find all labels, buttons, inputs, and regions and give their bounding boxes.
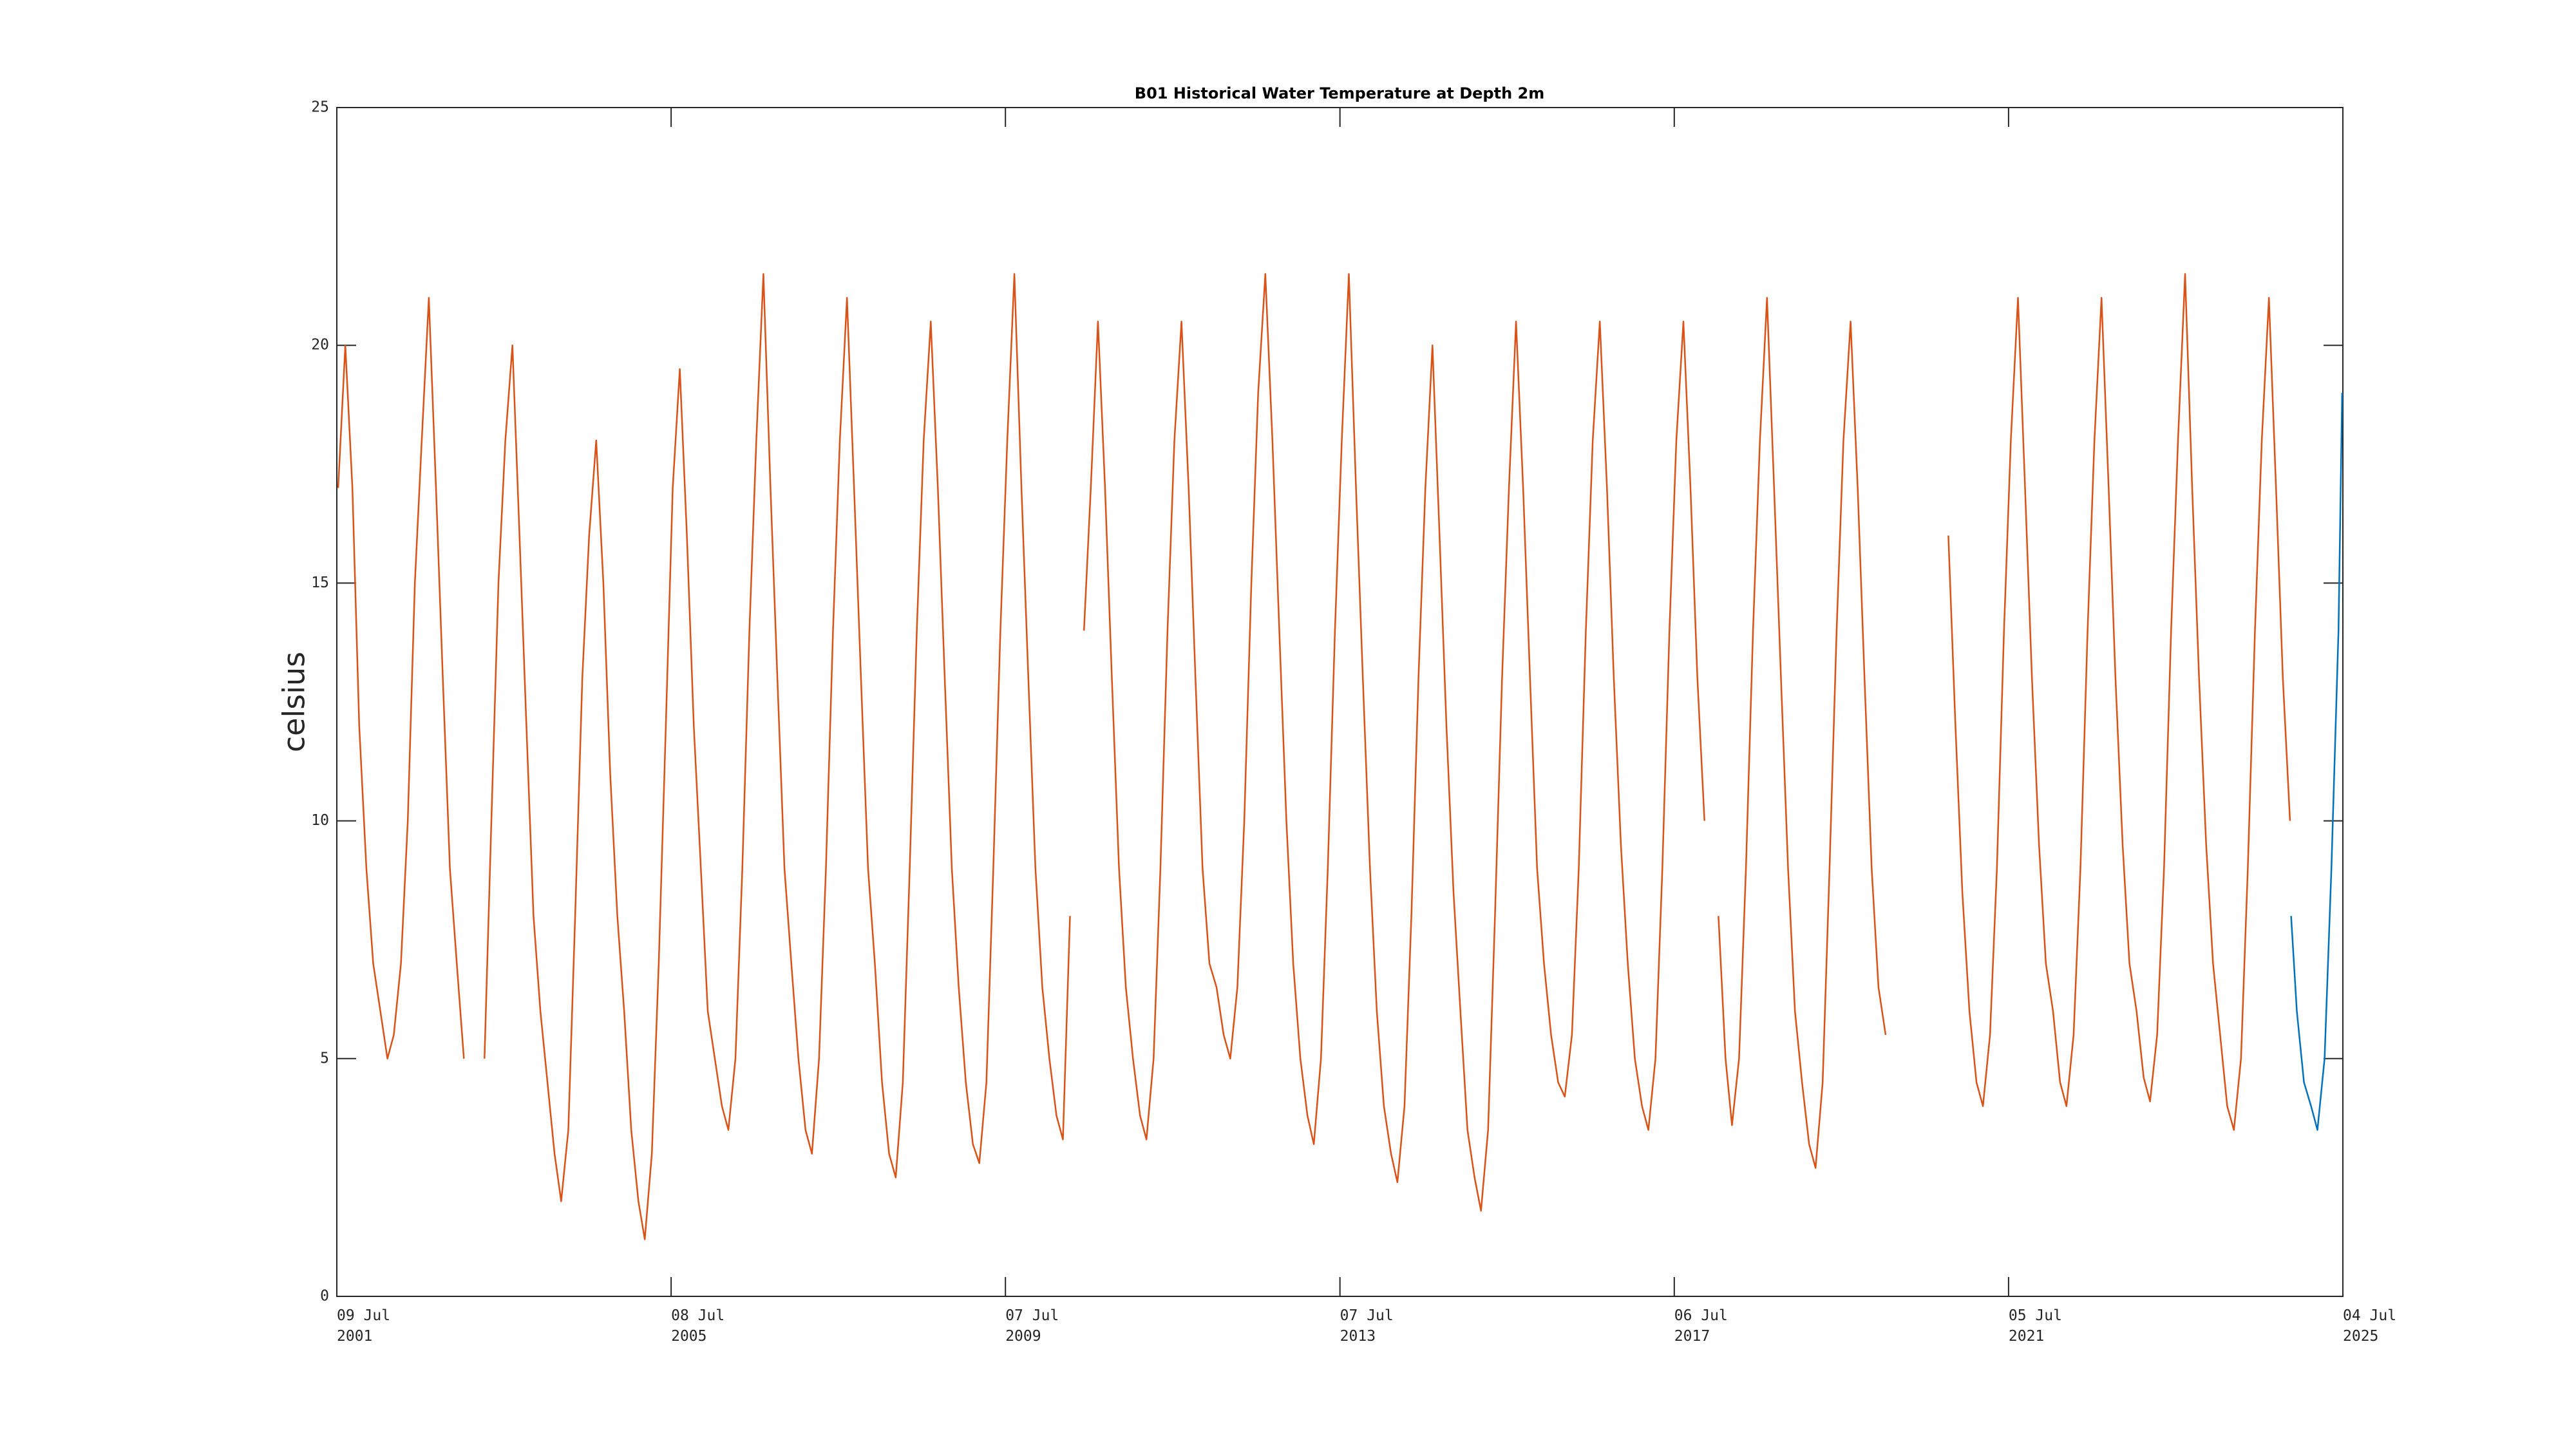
x-tick-label-line: 2013 [1340, 1328, 1376, 1345]
y-tick-label: 0 [320, 1288, 329, 1305]
x-tick-label-line: 2009 [1005, 1328, 1041, 1345]
x-tick-label-line: 06 Jul [1674, 1307, 1728, 1324]
x-tick-label-line: 09 Jul [337, 1307, 390, 1324]
chart-title: B01 Historical Water Temperature at Dept… [1135, 84, 1544, 102]
x-tick-label-line: 04 Jul [2343, 1307, 2396, 1324]
x-tick-label-line: 07 Jul [1340, 1307, 1394, 1324]
y-axis-label: celsius [277, 652, 312, 752]
x-tick-label-line: 07 Jul [1005, 1307, 1059, 1324]
x-tick-label-line: 05 Jul [2009, 1307, 2062, 1324]
x-tick-label: 04 Jul 2025 [2343, 1307, 2396, 1345]
x-tick-label: 06 Jul 2017 [1674, 1307, 1728, 1345]
x-tick-label-line: 2005 [671, 1328, 706, 1345]
x-tick-label-line: 2017 [1674, 1328, 1710, 1345]
x-tick-label-line: 2021 [2009, 1328, 2044, 1345]
y-tick-label: 5 [320, 1050, 329, 1066]
y-tick-label: 10 [311, 812, 329, 829]
x-tick-label: 09 Jul 2001 [337, 1307, 390, 1345]
x-tick-label: 07 Jul 2013 [1340, 1307, 1394, 1345]
x-tick-label-line: 2001 [337, 1328, 372, 1345]
x-tick-label: 07 Jul 2009 [1005, 1307, 1059, 1345]
x-tick-label-line: 08 Jul [671, 1307, 724, 1324]
data-line [2290, 392, 2344, 1131]
x-tick-label-line: 2025 [2343, 1328, 2378, 1345]
y-tick-label: 25 [311, 99, 329, 116]
y-tick-label: 15 [311, 574, 329, 591]
x-tick-label: 08 Jul 2005 [671, 1307, 724, 1345]
data-line [337, 273, 2291, 1240]
y-tick-label: 20 [311, 337, 329, 354]
x-tick-label: 05 Jul 2021 [2009, 1307, 2062, 1345]
